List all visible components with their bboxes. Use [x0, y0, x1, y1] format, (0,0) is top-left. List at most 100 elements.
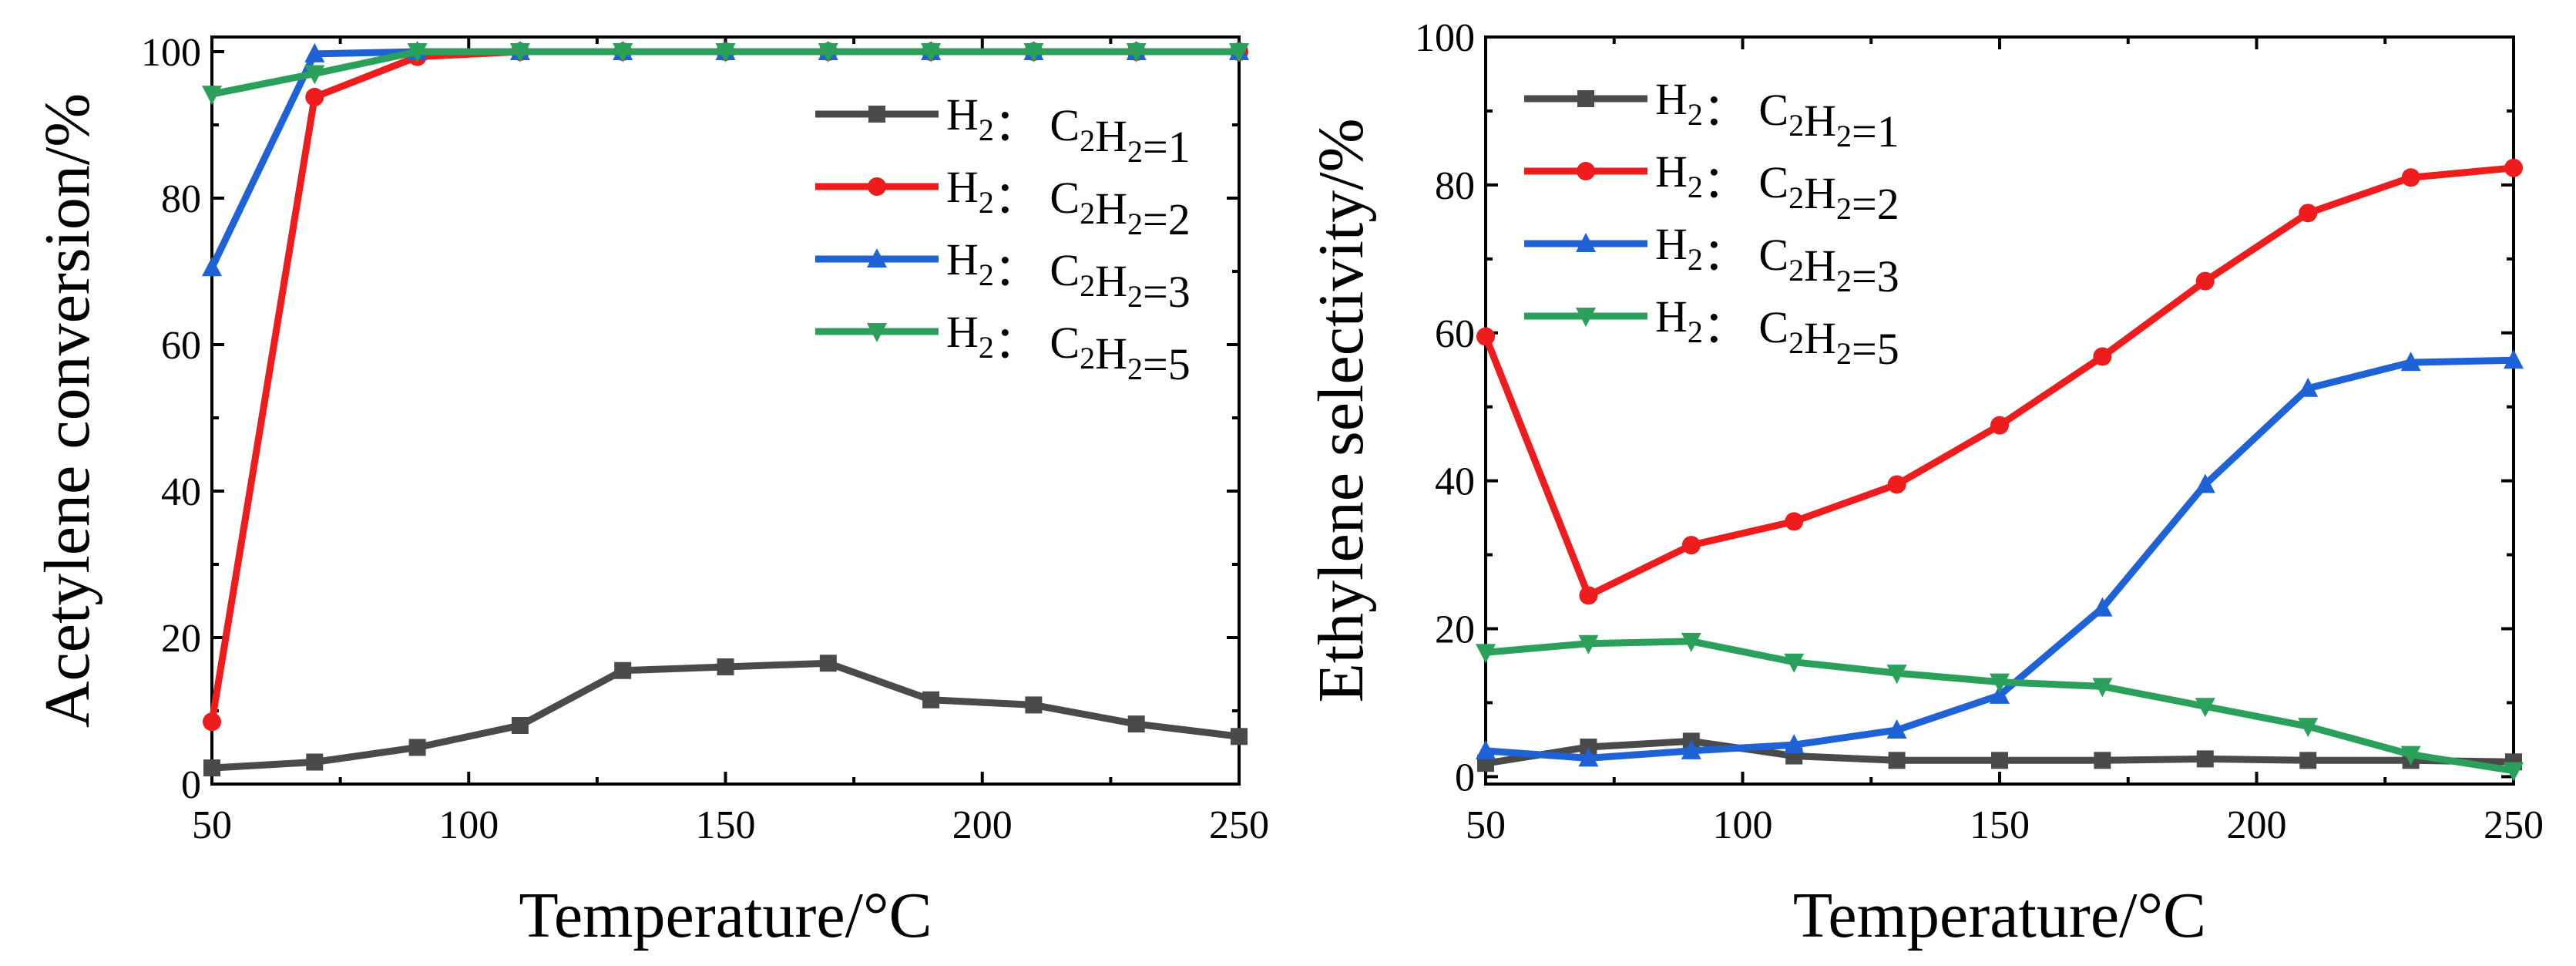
series-1: [203, 655, 1248, 777]
data-point: [2400, 352, 2421, 372]
legend-text-part: ：: [994, 173, 1050, 223]
y-tick-label: 0: [181, 763, 201, 807]
legend-subscript: 2: [1080, 341, 1095, 375]
legend-marker: [868, 106, 885, 123]
legend-text-part: C: [1758, 302, 1788, 352]
legend-text-part: =3: [1852, 251, 1899, 301]
data-point: [2504, 158, 2523, 177]
data-point: [1990, 416, 2009, 435]
legend-subscript: 2: [1788, 180, 1804, 215]
legend-label: H2： C2H2=3: [946, 234, 1191, 317]
legend-subscript: 2: [1836, 264, 1852, 298]
data-point: [1681, 739, 1701, 759]
data-point: [1887, 475, 1906, 494]
legend-text-part: C: [1758, 230, 1788, 280]
legend-text-part: H: [1095, 256, 1127, 306]
data-point: [407, 43, 428, 62]
legend-subscript: 2: [1836, 191, 1852, 226]
legend-text-part: H: [1804, 313, 1836, 363]
legend-text-part: H: [1804, 241, 1836, 291]
data-point: [614, 661, 632, 679]
y-tick-label: 20: [161, 617, 201, 661]
legend-text-part: H: [1655, 146, 1688, 197]
legend-text-part: =2: [1852, 179, 1899, 229]
x-tick-label: 50: [1466, 803, 1506, 847]
legend-subscript: 2: [1788, 108, 1804, 143]
data-point: [304, 65, 325, 85]
legend-subscript: 2: [979, 113, 994, 147]
data-point: [1886, 719, 1907, 739]
legend-label: H2： C2H2=5: [1655, 291, 1899, 374]
data-point: [1126, 43, 1147, 62]
data-point: [1476, 327, 1495, 346]
legend-text-part: H: [1095, 183, 1127, 234]
data-point: [2196, 750, 2214, 768]
y-tick-label: 100: [1415, 16, 1475, 60]
y-axis-title: Ethylene selectivity/%: [1305, 118, 1377, 702]
data-point: [1023, 43, 1044, 62]
y-tick-label: 60: [161, 324, 201, 368]
legend-subscript: 2: [979, 330, 994, 365]
data-point: [1127, 715, 1145, 733]
y-tick-label: 40: [161, 470, 201, 514]
data-point: [2092, 597, 2113, 617]
data-point: [1886, 665, 1907, 685]
legend-label: H2： C2H2=3: [1655, 219, 1899, 301]
legend-text-part: =1: [1852, 106, 1899, 157]
legend-text-part: C: [1050, 100, 1080, 150]
data-point: [1784, 653, 1805, 673]
x-tick-label: 250: [1209, 803, 1269, 847]
data-point: [2298, 718, 2319, 738]
legend-text-part: C: [1050, 173, 1080, 223]
x-axis-title: Temperature/°C: [519, 880, 932, 951]
data-point: [922, 691, 940, 709]
legend-text-part: =3: [1143, 267, 1191, 317]
x-tick-label: 50: [192, 803, 232, 847]
legend-label: H2： C2H2=1: [1655, 74, 1899, 157]
data-point: [1231, 728, 1248, 746]
legend-text-part: H: [946, 307, 979, 357]
x-tick-label: 100: [438, 803, 499, 847]
data-point: [1579, 586, 1598, 605]
legend-text-part: ：: [994, 245, 1050, 295]
data-point: [2299, 752, 2317, 769]
legend-subscript: 2: [1688, 315, 1703, 349]
data-point: [921, 43, 942, 62]
legend-subscript: 2: [1080, 268, 1095, 303]
data-point: [1476, 739, 1496, 759]
legend-subscript: 2: [1688, 97, 1703, 132]
data-point: [1229, 43, 1249, 62]
data-point: [1681, 632, 1701, 652]
series-line: [208, 48, 1243, 271]
legend-subscript: 2: [1688, 242, 1703, 277]
legend-subscript: 2: [979, 185, 994, 220]
y-tick-label: 100: [141, 31, 201, 75]
y-tick-label: 80: [1435, 164, 1475, 208]
series-line: [1482, 164, 2517, 599]
legend-text-part: C: [1758, 157, 1788, 207]
data-point: [1784, 734, 1805, 754]
legend-text-part: =5: [1143, 339, 1191, 389]
legend-text-part: H: [946, 89, 979, 140]
legend-marker: [1577, 162, 1595, 180]
y-axis-title: Acetylene conversion/%: [32, 93, 103, 728]
legend-subscript: 2: [1836, 336, 1852, 371]
data-point: [305, 87, 324, 106]
legend-subscript: 2: [1127, 134, 1143, 169]
y-tick-label: 0: [1455, 756, 1475, 799]
y-tick-label: 60: [1435, 312, 1475, 356]
legend-subscript: 2: [1080, 196, 1095, 231]
legend-text-part: =5: [1852, 324, 1899, 374]
data-point: [2093, 347, 2112, 366]
legend-text-part: ：: [994, 318, 1050, 368]
data-point: [1990, 673, 2010, 693]
legend-text-part: ：: [1703, 230, 1759, 280]
legend-text-part: =2: [1143, 194, 1191, 244]
data-point: [717, 658, 734, 675]
y-tick-label: 40: [1435, 460, 1475, 504]
data-point: [2195, 473, 2215, 493]
series-line: [208, 659, 1243, 772]
data-point: [818, 43, 838, 62]
legend-text-part: ：: [1703, 85, 1759, 135]
